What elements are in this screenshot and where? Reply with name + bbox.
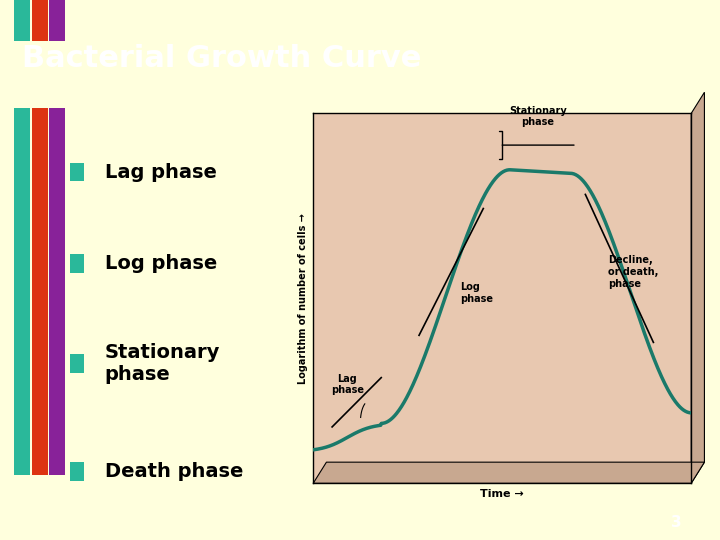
Text: Lag
phase: Lag phase — [330, 374, 364, 395]
Polygon shape — [313, 462, 704, 483]
Text: Log
phase: Log phase — [461, 282, 494, 304]
Text: Decline,
or death,
phase: Decline, or death, phase — [608, 255, 658, 288]
Bar — [70, 254, 84, 273]
Text: Bacterial Growth Curve: Bacterial Growth Curve — [22, 44, 421, 73]
Text: Stationary
phase: Stationary phase — [104, 343, 220, 384]
X-axis label: Time →: Time → — [480, 489, 524, 499]
Polygon shape — [691, 92, 704, 483]
Text: Death phase: Death phase — [104, 462, 243, 481]
Bar — [70, 462, 84, 481]
Text: Log phase: Log phase — [104, 254, 217, 273]
Bar — [70, 163, 84, 181]
Text: 3: 3 — [672, 515, 682, 530]
Text: Lag phase: Lag phase — [104, 163, 217, 181]
Y-axis label: Logarithm of number of cells →: Logarithm of number of cells → — [297, 213, 307, 384]
Bar — [70, 354, 84, 373]
Text: Stationary
phase: Stationary phase — [509, 106, 567, 127]
